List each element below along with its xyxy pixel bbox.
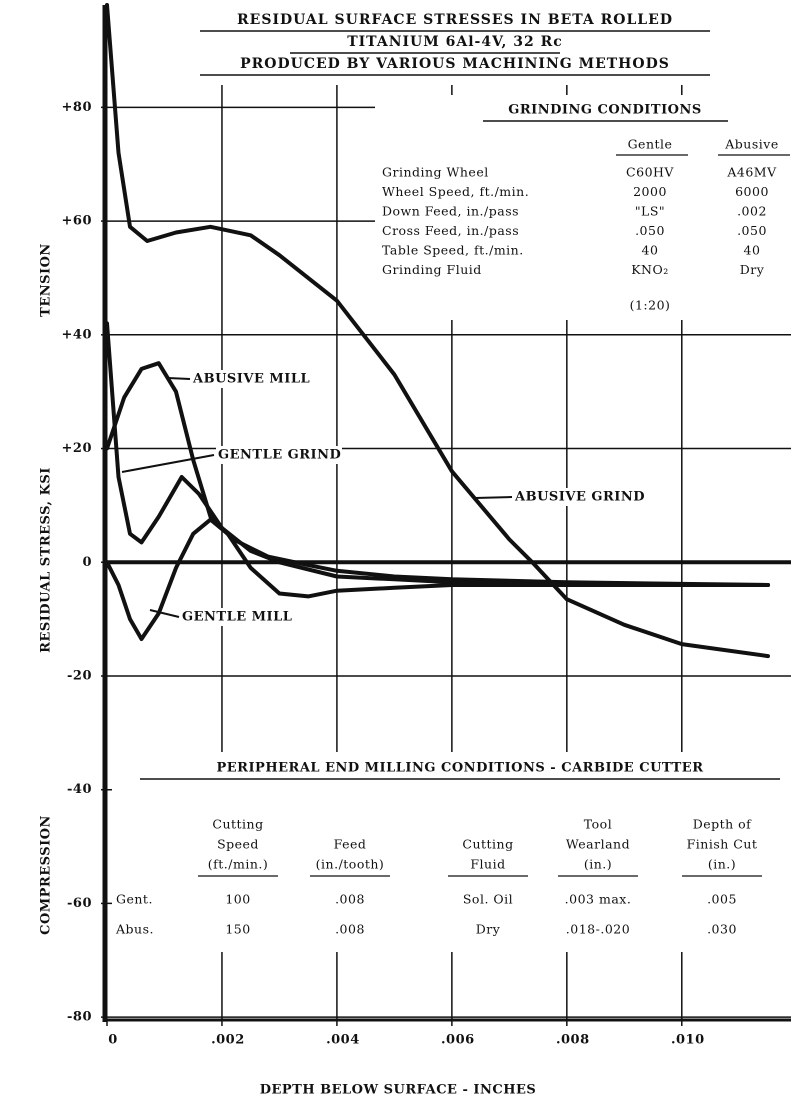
y-annotation: COMPRESSION bbox=[39, 815, 54, 935]
table-cell: .050 bbox=[635, 223, 665, 238]
table-header: (in.) bbox=[708, 857, 736, 872]
table-cell: 6000 bbox=[735, 184, 769, 199]
table-background bbox=[375, 95, 793, 320]
table-cell: Dry bbox=[476, 922, 501, 937]
table-row-label: Grinding Fluid bbox=[382, 262, 482, 277]
table-background bbox=[112, 752, 792, 952]
y-tick-label: +80 bbox=[62, 100, 92, 115]
table-cell: 40 bbox=[642, 243, 659, 258]
table-header: Tool bbox=[584, 817, 612, 832]
table-cell: .050 bbox=[737, 223, 767, 238]
table-row-label: Gent. bbox=[116, 892, 153, 907]
label-background bbox=[180, 608, 296, 626]
y-tick-label: +60 bbox=[62, 214, 92, 229]
series-line bbox=[105, 3, 770, 659]
table-row-label: Grinding Wheel bbox=[382, 165, 489, 180]
table-header: Feed bbox=[334, 837, 367, 852]
table-cell: .008 bbox=[335, 892, 365, 907]
table-cell: .005 bbox=[707, 892, 737, 907]
table-cell: 150 bbox=[225, 922, 250, 937]
x-tick-label: .006 bbox=[441, 1033, 475, 1048]
table-row-label: Abus. bbox=[115, 922, 154, 937]
table-header: Fluid bbox=[470, 857, 505, 872]
series-label: GENTLE MILL bbox=[182, 610, 292, 625]
table-cell: .018-.020 bbox=[566, 922, 630, 937]
table-cell: 40 bbox=[744, 243, 761, 258]
table-header: Wearland bbox=[566, 837, 630, 852]
y-tick-label: -60 bbox=[67, 896, 92, 911]
table-cell: .008 bbox=[335, 922, 365, 937]
y-axis-label: RESIDUAL STRESS, KSI bbox=[39, 467, 54, 653]
y-tick-label: -40 bbox=[67, 782, 92, 797]
table-cell: .003 max. bbox=[565, 892, 632, 907]
table-row-label: Down Feed, in./pass bbox=[382, 204, 519, 219]
table-cell: 100 bbox=[225, 892, 250, 907]
table-header: Gentle bbox=[628, 137, 673, 152]
table-header: (in.) bbox=[584, 857, 612, 872]
series-label: ABUSIVE MILL bbox=[192, 372, 310, 387]
table-cell: Sol. Oil bbox=[463, 892, 513, 907]
chart-title: PRODUCED BY VARIOUS MACHINING METHODS bbox=[240, 56, 670, 72]
label-background bbox=[216, 446, 342, 464]
x-axis-label: DEPTH BELOW SURFACE - INCHES bbox=[260, 1083, 537, 1098]
table-cell: 2000 bbox=[633, 184, 667, 199]
table-header: (in./tooth) bbox=[316, 857, 385, 872]
chart-title: RESIDUAL SURFACE STRESSES IN BETA ROLLED bbox=[237, 12, 673, 28]
table-cell: KNO₂ bbox=[631, 262, 669, 277]
label-leader bbox=[167, 377, 191, 380]
table-cell: .002 bbox=[737, 204, 767, 219]
y-tick-label: 0 bbox=[82, 555, 92, 570]
table-row-label: Table Speed, ft./min. bbox=[382, 243, 524, 258]
table-note: (1:20) bbox=[630, 298, 671, 313]
table-header: Abusive bbox=[724, 137, 778, 152]
series-line bbox=[105, 517, 770, 641]
y-tick-label: -20 bbox=[67, 668, 92, 683]
table-header: Cutting bbox=[462, 837, 513, 852]
x-tick-label: 0 bbox=[108, 1033, 118, 1048]
table-cell: C60HV bbox=[626, 165, 674, 180]
label-background bbox=[513, 488, 650, 506]
table-cell: A46MV bbox=[726, 165, 777, 180]
series-label: ABUSIVE GRIND bbox=[514, 490, 645, 505]
series-label: GENTLE GRIND bbox=[218, 448, 341, 463]
x-tick-label: .004 bbox=[326, 1033, 360, 1048]
table-row-label: Wheel Speed, ft./min. bbox=[382, 184, 529, 199]
table-header: Speed bbox=[217, 837, 259, 852]
y-tick-label: +40 bbox=[62, 327, 92, 342]
table-title: PERIPHERAL END MILLING CONDITIONS - CARB… bbox=[216, 761, 703, 776]
x-tick-label: .002 bbox=[211, 1033, 245, 1048]
label-leader bbox=[121, 454, 215, 473]
table-header: Depth of bbox=[693, 817, 752, 832]
y-tick-label: +20 bbox=[62, 441, 92, 456]
label-leader bbox=[149, 609, 180, 618]
table-cell: Dry bbox=[740, 262, 765, 277]
x-tick-label: .010 bbox=[671, 1033, 705, 1048]
table-row-label: Cross Feed, in./pass bbox=[382, 223, 519, 238]
table-header: Cutting bbox=[212, 817, 263, 832]
table-cell: "LS" bbox=[635, 204, 665, 219]
series-line bbox=[105, 321, 770, 587]
x-tick-label: .008 bbox=[556, 1033, 590, 1048]
table-header: Finish Cut bbox=[687, 837, 758, 852]
y-tick-label: -80 bbox=[67, 1010, 92, 1025]
series-line bbox=[105, 361, 770, 587]
label-background bbox=[191, 370, 317, 388]
y-annotation: TENSION bbox=[39, 243, 54, 317]
label-leader bbox=[474, 496, 513, 499]
table-cell: .030 bbox=[707, 922, 737, 937]
chart-title: TITANIUM 6Al-4V, 32 Rc bbox=[347, 34, 563, 50]
table-header: (ft./min.) bbox=[208, 857, 268, 872]
table-title: GRINDING CONDITIONS bbox=[508, 103, 702, 118]
